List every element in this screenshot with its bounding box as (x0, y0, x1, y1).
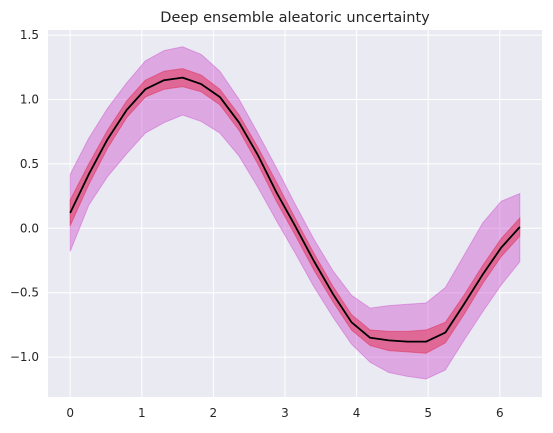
y-tick-labels: −1.0 −0.5 0.0 0.5 1.0 1.5 (10, 28, 39, 364)
y-tick-label: −1.0 (10, 350, 39, 364)
uncertainty-bands (69, 46, 521, 380)
x-tick-label: 3 (281, 406, 289, 420)
y-tick-label: 1.5 (20, 28, 39, 42)
plot-background (48, 30, 542, 397)
x-tick-label: 4 (353, 406, 361, 420)
mean-lines (69, 76, 521, 343)
chart-title: Deep ensemble aleatoric uncertainty (160, 10, 430, 26)
x-tick-label: 1 (138, 406, 146, 420)
x-tick-label: 2 (210, 406, 218, 420)
x-tick-label: 0 (66, 406, 74, 420)
y-tick-label: −0.5 (10, 286, 39, 300)
x-tick-labels: 0 1 2 3 4 5 6 (66, 406, 503, 420)
y-tick-label: 0.5 (20, 157, 39, 171)
mean-prediction-line (69, 76, 521, 343)
uncertainty-band (69, 68, 521, 354)
x-tick-label: 5 (424, 406, 432, 420)
y-tick-label: 1.0 (20, 93, 39, 107)
uncertainty-band (69, 46, 521, 380)
y-tick-label: 0.0 (20, 221, 39, 235)
x-tick-label: 6 (496, 406, 504, 420)
